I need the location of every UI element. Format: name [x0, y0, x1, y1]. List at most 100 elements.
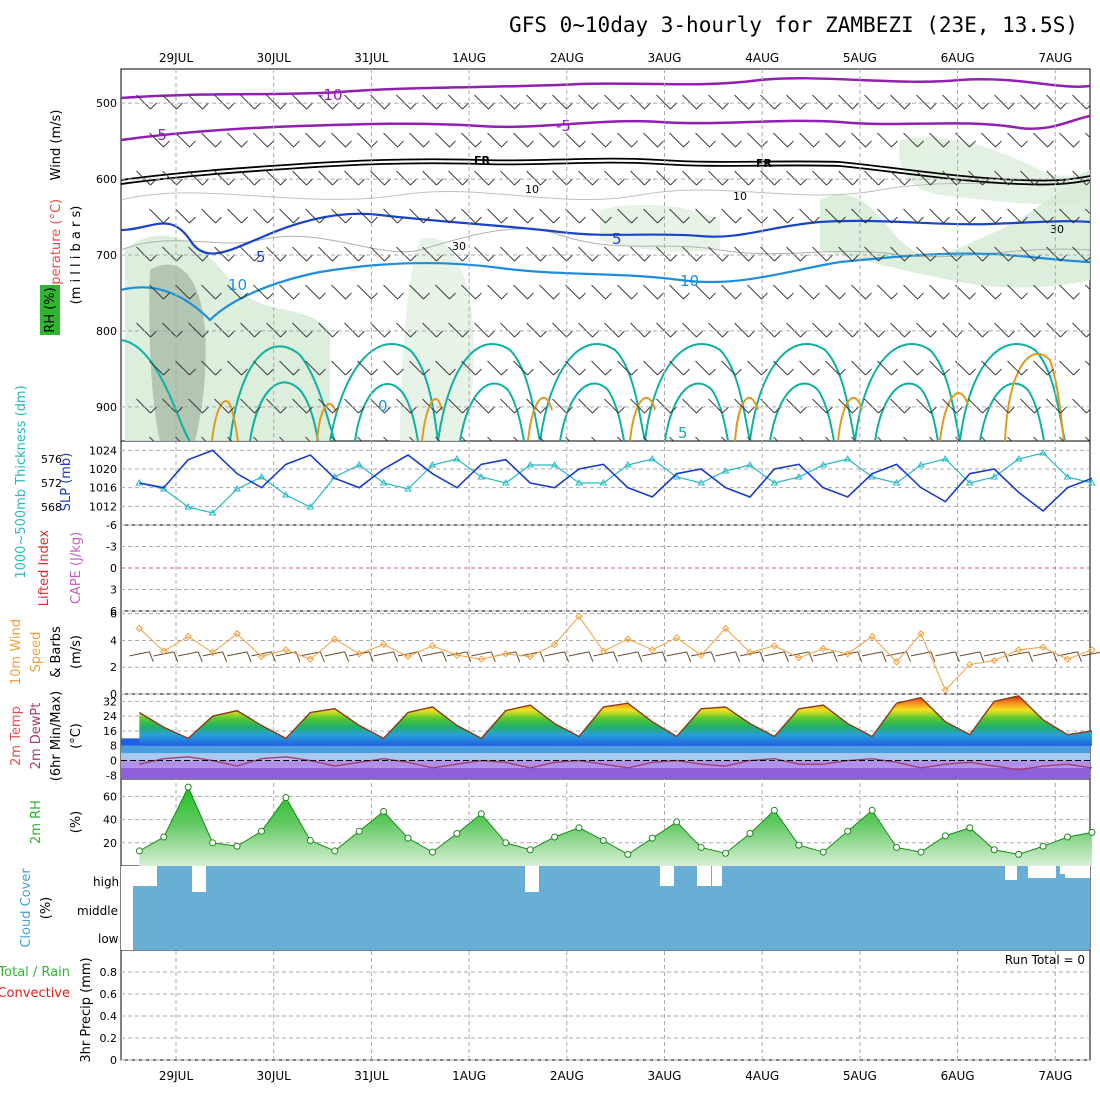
upper-wind-barb [318, 246, 333, 262]
upper-wind-barb [136, 398, 151, 414]
upper-wind-barb [474, 94, 489, 110]
upper-wind-barb-flag [462, 330, 469, 338]
wind-speed-series-point [160, 647, 168, 655]
upper-wind-barb-flag [501, 368, 508, 376]
thickness-series-point [892, 479, 901, 486]
label-wind10m-d: (m/s) [69, 635, 84, 669]
upper-wind-barb [188, 94, 203, 110]
upper-wind-barb-flag [982, 254, 989, 262]
wind-barb [471, 651, 492, 657]
upper-wind-barb [461, 132, 476, 148]
isotherm-minus5 [121, 114, 1090, 142]
upper-wind-barb-flag [670, 406, 677, 414]
rh2m-series-point [1015, 850, 1023, 858]
upper-wind-barb-flag [761, 216, 768, 224]
upper-wind-barb-flag [579, 140, 586, 148]
upper-wind-barb-flag [878, 254, 885, 262]
upper-wind-barb [227, 436, 233, 441]
upper-wind-barb-flag [982, 178, 989, 186]
cloud-gap [712, 866, 722, 886]
upper-wind-barb [890, 94, 905, 110]
upper-wind-barb-flag [475, 292, 482, 300]
upper-wind-barb [825, 360, 840, 376]
upper-wind-barb-flag [332, 178, 339, 186]
upper-wind-barb-flag [228, 254, 235, 262]
upper-wind-barb [1033, 360, 1048, 376]
wind-barb-flag [612, 651, 618, 663]
upper-wind-barb [162, 398, 177, 414]
upper-wind-barb [175, 436, 181, 441]
upper-wind-barb [825, 132, 840, 148]
upper-wind-barb [747, 284, 762, 300]
rh-legend-swatch [40, 285, 60, 335]
isotherm-minus10 [121, 77, 1090, 100]
upper-wind-barb [370, 170, 385, 186]
label-wind10m-b: Speed [29, 632, 44, 673]
isotherm-teal-domes [121, 339, 1066, 441]
cloud-gap [131, 866, 157, 886]
upper-wind-barb [838, 398, 853, 414]
upper-wind-barb [409, 208, 424, 224]
upper-wind-barb-flag [436, 330, 443, 338]
upper-wind-barb [1059, 360, 1074, 376]
upper-wind-barb [201, 436, 207, 441]
upper-wind-barb-flag [488, 330, 495, 338]
upper-wind-barb [461, 208, 476, 224]
upper-wind-barb-flag [332, 254, 339, 262]
upper-wind-barb-flag [228, 406, 235, 414]
upper-wind-barb-flag [618, 254, 625, 262]
upper-wind-barb [786, 246, 801, 262]
upper-wind-barb-flag [943, 292, 950, 300]
label-rh2m-b: (%) [69, 811, 84, 834]
cloud-level-low: low [98, 932, 119, 946]
upper-wind-barb-flag [1008, 178, 1015, 186]
upper-wind-barb-flag [345, 368, 352, 376]
upper-wind-barb [981, 208, 996, 224]
upper-wind-barb [1059, 208, 1074, 224]
upper-wind-barb [708, 246, 723, 262]
wind-barb [1032, 651, 1054, 657]
upper-wind-barb [188, 322, 203, 338]
upper-wind-barb-flag [657, 140, 664, 148]
label-temp2m-b: 2m DewPt [29, 703, 44, 770]
thickness-series-point [257, 473, 266, 480]
upper-wind-barb [500, 246, 515, 262]
upper-wind-barb-flag [605, 216, 612, 224]
upper-wind-barb [916, 398, 931, 414]
cloud-gap [1065, 866, 1090, 878]
wind-barb-flag [246, 651, 252, 663]
date-label-top: 1AUG [452, 51, 486, 65]
cloud-gap [660, 866, 674, 886]
upper-wind-barb [916, 170, 931, 186]
upper-wind-barb-flag [696, 178, 703, 186]
upper-wind-barb-flag [1060, 406, 1067, 414]
upper-wind-barb [396, 398, 411, 414]
upper-wind-barb-flag [735, 292, 742, 300]
slp-series [139, 449, 1093, 513]
wind-speed-series-point [306, 655, 315, 663]
upper-wind-barb [1085, 436, 1090, 441]
upper-wind-barb [851, 360, 866, 376]
upper-wind-barb-flag [852, 330, 859, 338]
wind-speed-series-point [990, 656, 998, 665]
upper-wind-barb-flag [839, 216, 846, 224]
rh2m-series-point [599, 836, 607, 844]
upper-wind-barb-flag [826, 254, 833, 262]
upper-wind-barb [799, 360, 814, 376]
upper-wind-barb-flag [1073, 368, 1080, 376]
wind-barb [202, 651, 223, 657]
upper-wind-barb [214, 398, 229, 414]
wind-speed-series-point [892, 658, 901, 666]
upper-wind-barb-flag [553, 292, 560, 300]
label-rh30-a: 30 [452, 240, 466, 253]
upper-wind-barb-flag [397, 140, 404, 148]
wind-speed-series-point [1014, 646, 1023, 654]
upper-wind-barb [565, 208, 580, 224]
upper-wind-barb-flag [241, 292, 248, 300]
thickness-series-point [477, 473, 486, 480]
rh2m-series-point [624, 850, 632, 858]
upper-wind-barb [903, 208, 918, 224]
upper-wind-barb [864, 322, 879, 338]
thickness-series-point [526, 461, 535, 468]
